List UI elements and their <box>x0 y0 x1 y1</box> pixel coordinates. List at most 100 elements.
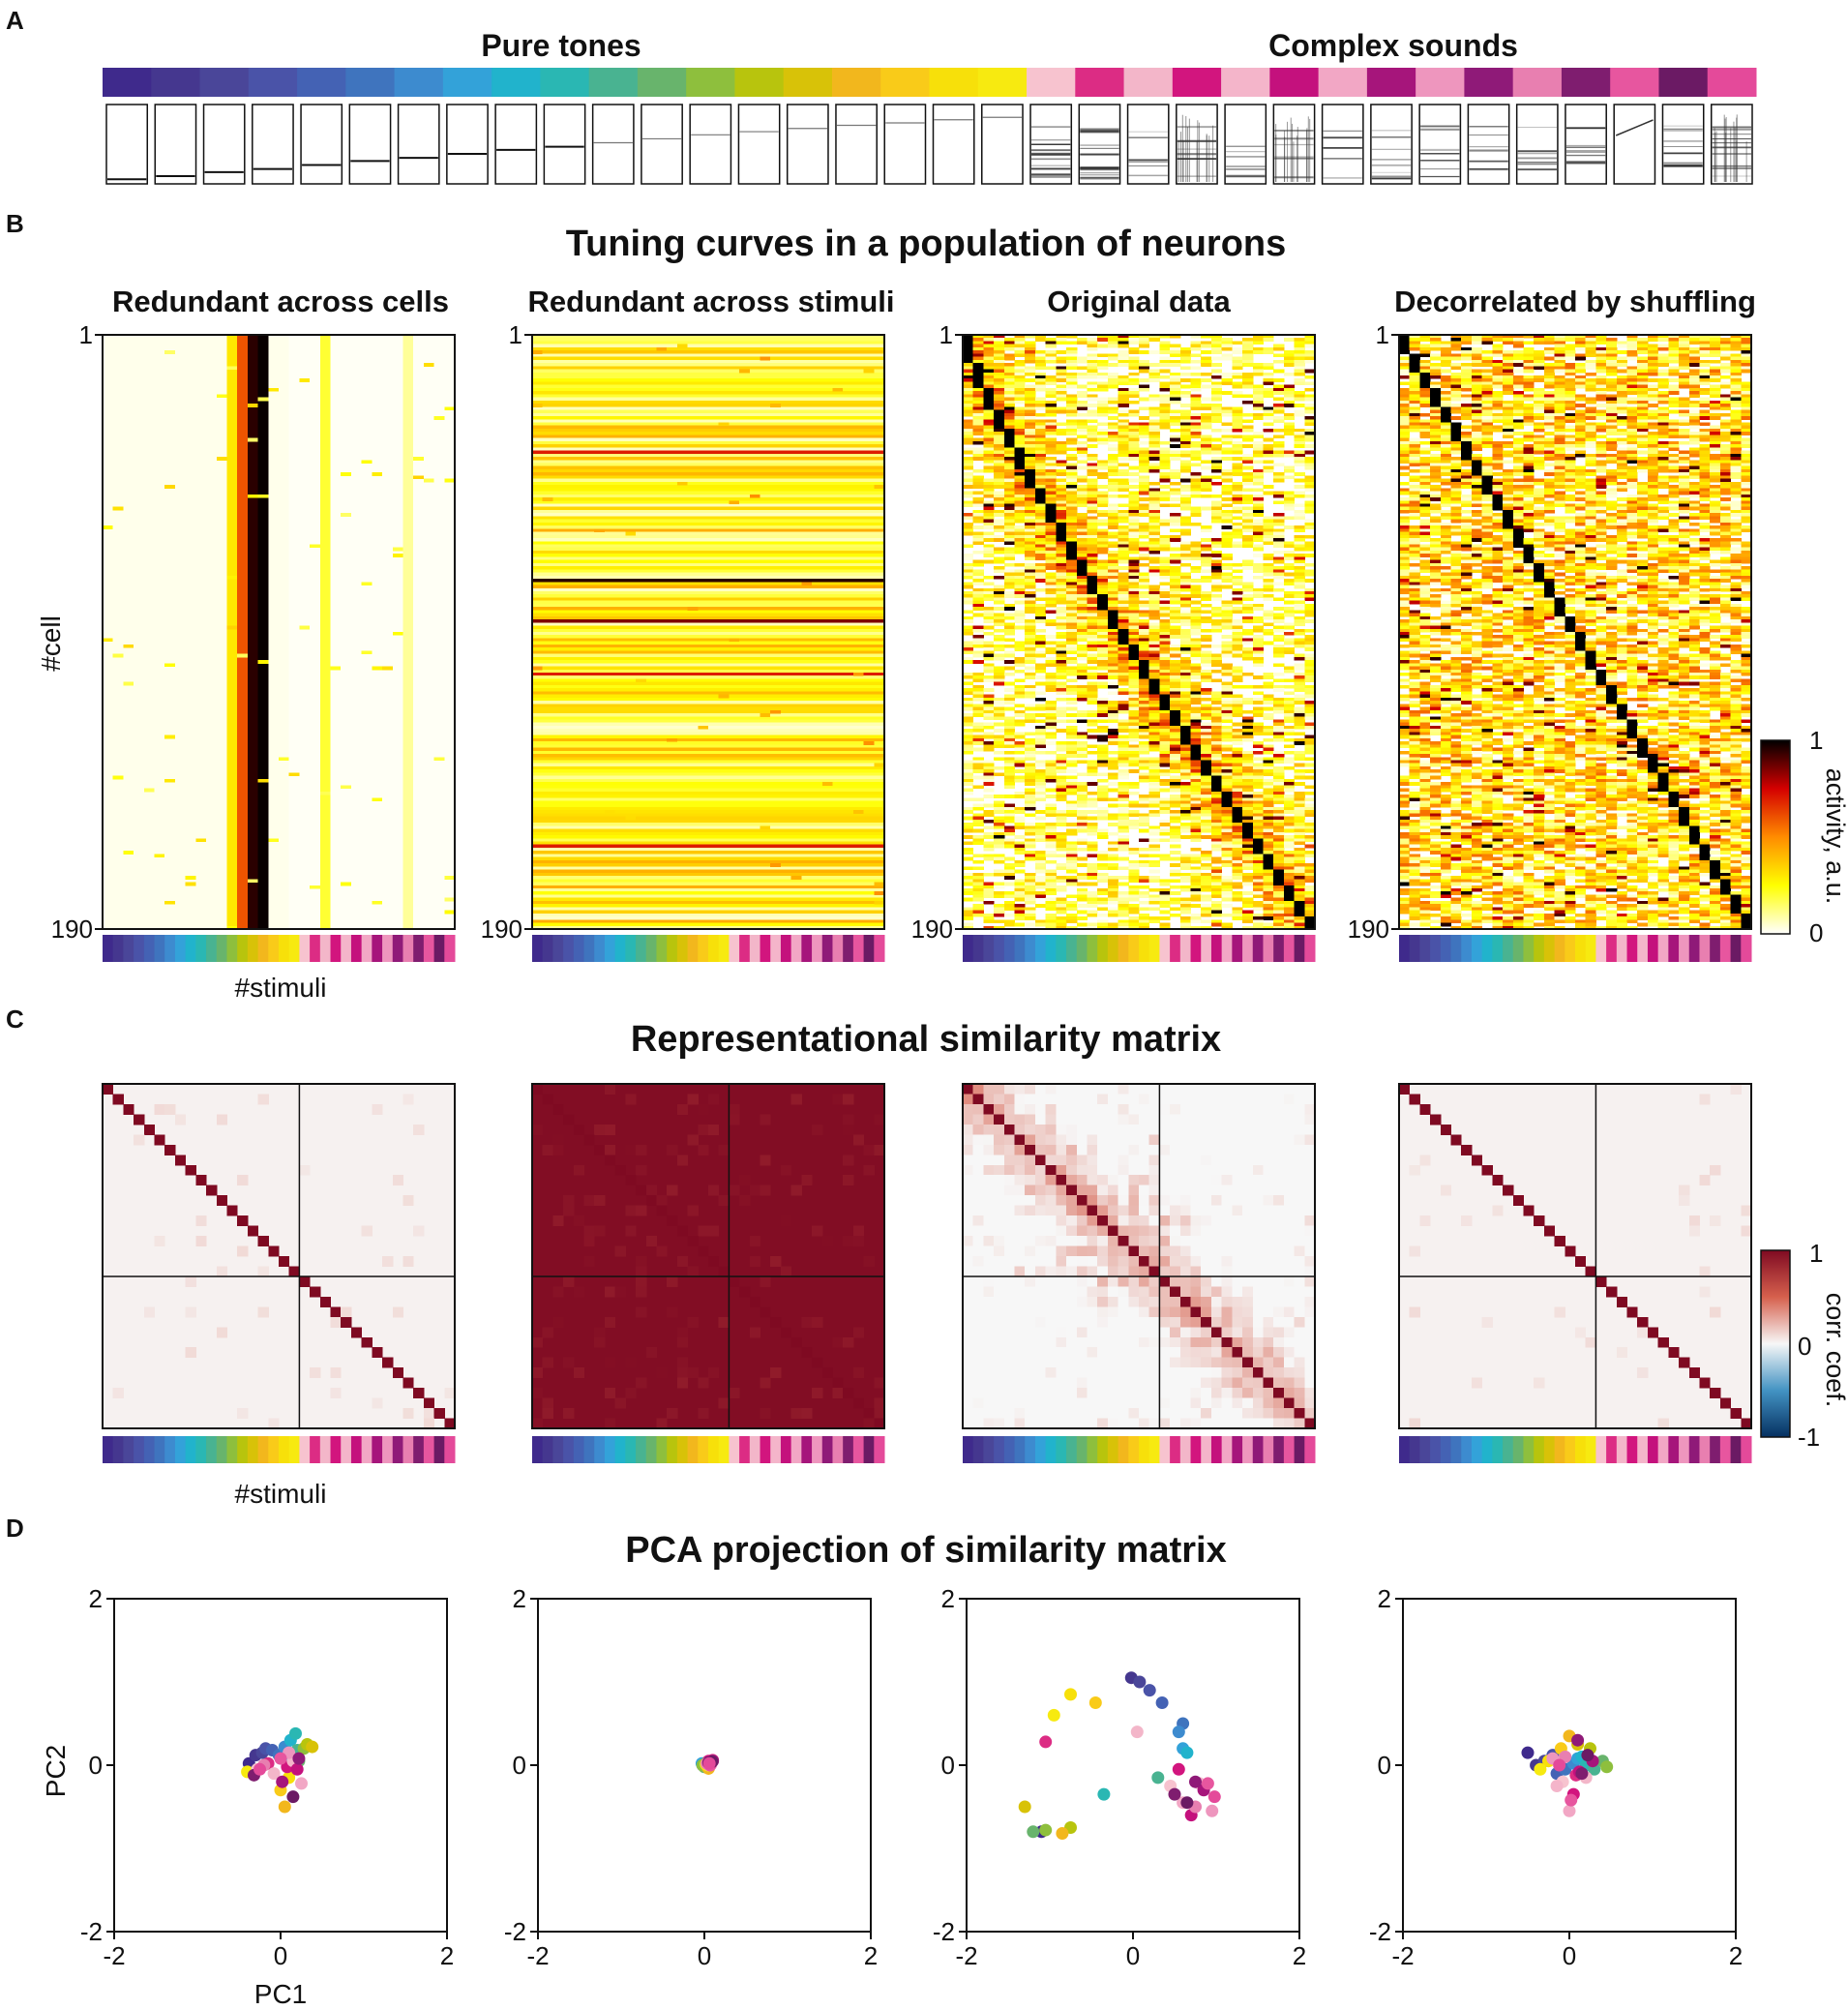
x-tick-label-2-1: 0 <box>698 1941 711 1970</box>
y-tick-label-1-1: 0 <box>89 1751 103 1780</box>
spectrogram-33 <box>1661 104 1705 185</box>
y-tick-label-4-1: 0 <box>1378 1751 1391 1780</box>
heatmap-cells-1 <box>103 335 456 930</box>
pca-point-4-24 <box>1550 1780 1564 1792</box>
spectrogram-2 <box>154 104 197 185</box>
pca-scatter-1: -2-2 0 0 2 2 <box>80 1584 454 1970</box>
stimulus-color-30 <box>1512 68 1563 97</box>
stimulus-color-8 <box>442 68 492 97</box>
heatmap-stimulus-strip-1 <box>103 935 456 962</box>
pca-point-2-34 <box>702 1756 716 1770</box>
y-tick-label-4-0: -2 <box>1369 1917 1391 1946</box>
activity-colorbar <box>1760 739 1791 935</box>
matrix-frame-4 <box>1398 1083 1752 1429</box>
matrix-stimulus-strip-3 <box>963 1436 1316 1463</box>
stimulus-color-13 <box>686 68 735 97</box>
pca-point-1-15 <box>306 1740 319 1754</box>
activity-colorbar-label: activity, a.u. <box>1821 768 1848 905</box>
pca-point-3-28 <box>1206 1804 1219 1817</box>
matrix-stimulus-strip-4 <box>1399 1436 1752 1463</box>
stimulus-color-15 <box>783 68 833 97</box>
tuning-curve-heatmaps: 1 190 1 190 1 190 1 190 <box>51 320 1752 962</box>
stimulus-color-7 <box>394 68 444 97</box>
pca-point-4-26 <box>1563 1804 1576 1817</box>
pca-point-3-17 <box>1088 1696 1102 1709</box>
pca-point-3-23 <box>1172 1762 1185 1776</box>
pca-point-3-15 <box>1018 1800 1031 1814</box>
spectrogram-25 <box>1272 104 1316 185</box>
matrix-frame-2 <box>531 1083 885 1429</box>
y-tick-label-2-0: -2 <box>504 1917 526 1946</box>
subplot-title-original: Original data <box>1047 285 1231 318</box>
spectrogram-11 <box>591 104 635 185</box>
spectrogram-6 <box>348 104 392 185</box>
panel-letter-a: A <box>6 6 24 35</box>
stimulus-color-12 <box>637 68 687 97</box>
pca-point-3-3 <box>1133 1675 1147 1689</box>
matrix-frame-3 <box>962 1083 1316 1429</box>
pca-point-3-11 <box>1151 1771 1165 1785</box>
pca-point-1-32 <box>274 1752 287 1765</box>
y-tick-label-3-1: 0 <box>941 1751 955 1780</box>
pca-point-4-29 <box>1571 1733 1585 1747</box>
y-tick-label-3-2: 2 <box>941 1584 955 1613</box>
stimulus-color-19 <box>977 68 1028 97</box>
corr-colorbar-mid: 0 <box>1798 1332 1811 1361</box>
spectrogram-28 <box>1418 104 1462 185</box>
stimulus-color-25 <box>1269 68 1320 97</box>
spectrogram-4 <box>252 104 294 185</box>
pca-point-4-31 <box>1575 1767 1589 1781</box>
y-tick-label-bottom-4: 190 <box>1348 915 1389 944</box>
matrix-cells-4 <box>1399 1084 1752 1429</box>
panel-b-title: Tuning curves in a population of neurons <box>566 224 1287 264</box>
pca-point-3-32 <box>1201 1777 1214 1790</box>
matrix-cells-2 <box>532 1084 885 1429</box>
similarity-matrix-3 <box>962 1083 1316 1463</box>
heatmap-stimulus-strip-4 <box>1399 935 1752 962</box>
pc2-axis-label: PC2 <box>41 1745 71 1797</box>
pca-point-3-34 <box>1207 1790 1221 1804</box>
stimulus-color-26 <box>1318 68 1368 97</box>
stimulus-color-9 <box>492 68 541 97</box>
stimulus-color-29 <box>1464 68 1514 97</box>
pca-point-4-13 <box>1600 1760 1614 1774</box>
stimulus-color-11 <box>588 68 639 97</box>
pca-point-1-29 <box>292 1752 306 1765</box>
corr-colorbar-max: 1 <box>1809 1239 1823 1268</box>
pca-point-4-33 <box>1581 1749 1595 1762</box>
y-tick-label-bottom-1: 190 <box>51 915 93 944</box>
y-tick-label-top-1: 1 <box>79 320 93 349</box>
pca-scatter-2: -2-2 0 0 2 2 <box>504 1584 878 1970</box>
spectrogram-13 <box>689 104 732 185</box>
subplot-title-redundant-stimuli: Redundant across stimuli <box>528 285 895 318</box>
pca-point-1-33 <box>286 1790 300 1804</box>
complex-sounds-label: Complex sounds <box>1268 28 1518 63</box>
x-tick-label-4-1: 0 <box>1563 1941 1576 1970</box>
matrix-stimulus-strip-1 <box>103 1436 456 1463</box>
heatmap-frame-3 <box>962 334 1316 930</box>
stimulus-color-33 <box>1658 68 1709 97</box>
similarity-matrix-1 <box>102 1083 456 1463</box>
panel-d-title: PCA projection of similarity matrix <box>625 1530 1227 1571</box>
spectrogram-8 <box>446 104 489 185</box>
stimulus-color-5 <box>297 68 346 97</box>
stimulus-color-17 <box>880 68 930 97</box>
pca-point-3-22 <box>1130 1725 1144 1739</box>
stimulus-color-16 <box>831 68 881 97</box>
pca-point-1-10 <box>288 1726 302 1740</box>
spectrogram-16 <box>835 104 878 185</box>
spectrogram-31 <box>1565 104 1607 185</box>
panel-letter-c: C <box>6 1005 24 1034</box>
activity-colorbar-gradient <box>1760 739 1791 935</box>
pca-point-1-25 <box>290 1762 304 1776</box>
spectrogram-10 <box>543 104 586 185</box>
y-tick-label-top-2: 1 <box>509 320 522 349</box>
x-tick-label-4-0: -2 <box>1391 1941 1414 1970</box>
x-tick-label-3-1: 0 <box>1126 1941 1140 1970</box>
x-tick-label-1-1: 0 <box>274 1941 287 1970</box>
stimulus-color-34 <box>1707 68 1757 97</box>
matrix-stimulus-strip-2 <box>532 1436 885 1463</box>
spectrogram-24 <box>1224 104 1267 185</box>
tuning-heatmap-2: 1 190 <box>481 320 885 962</box>
